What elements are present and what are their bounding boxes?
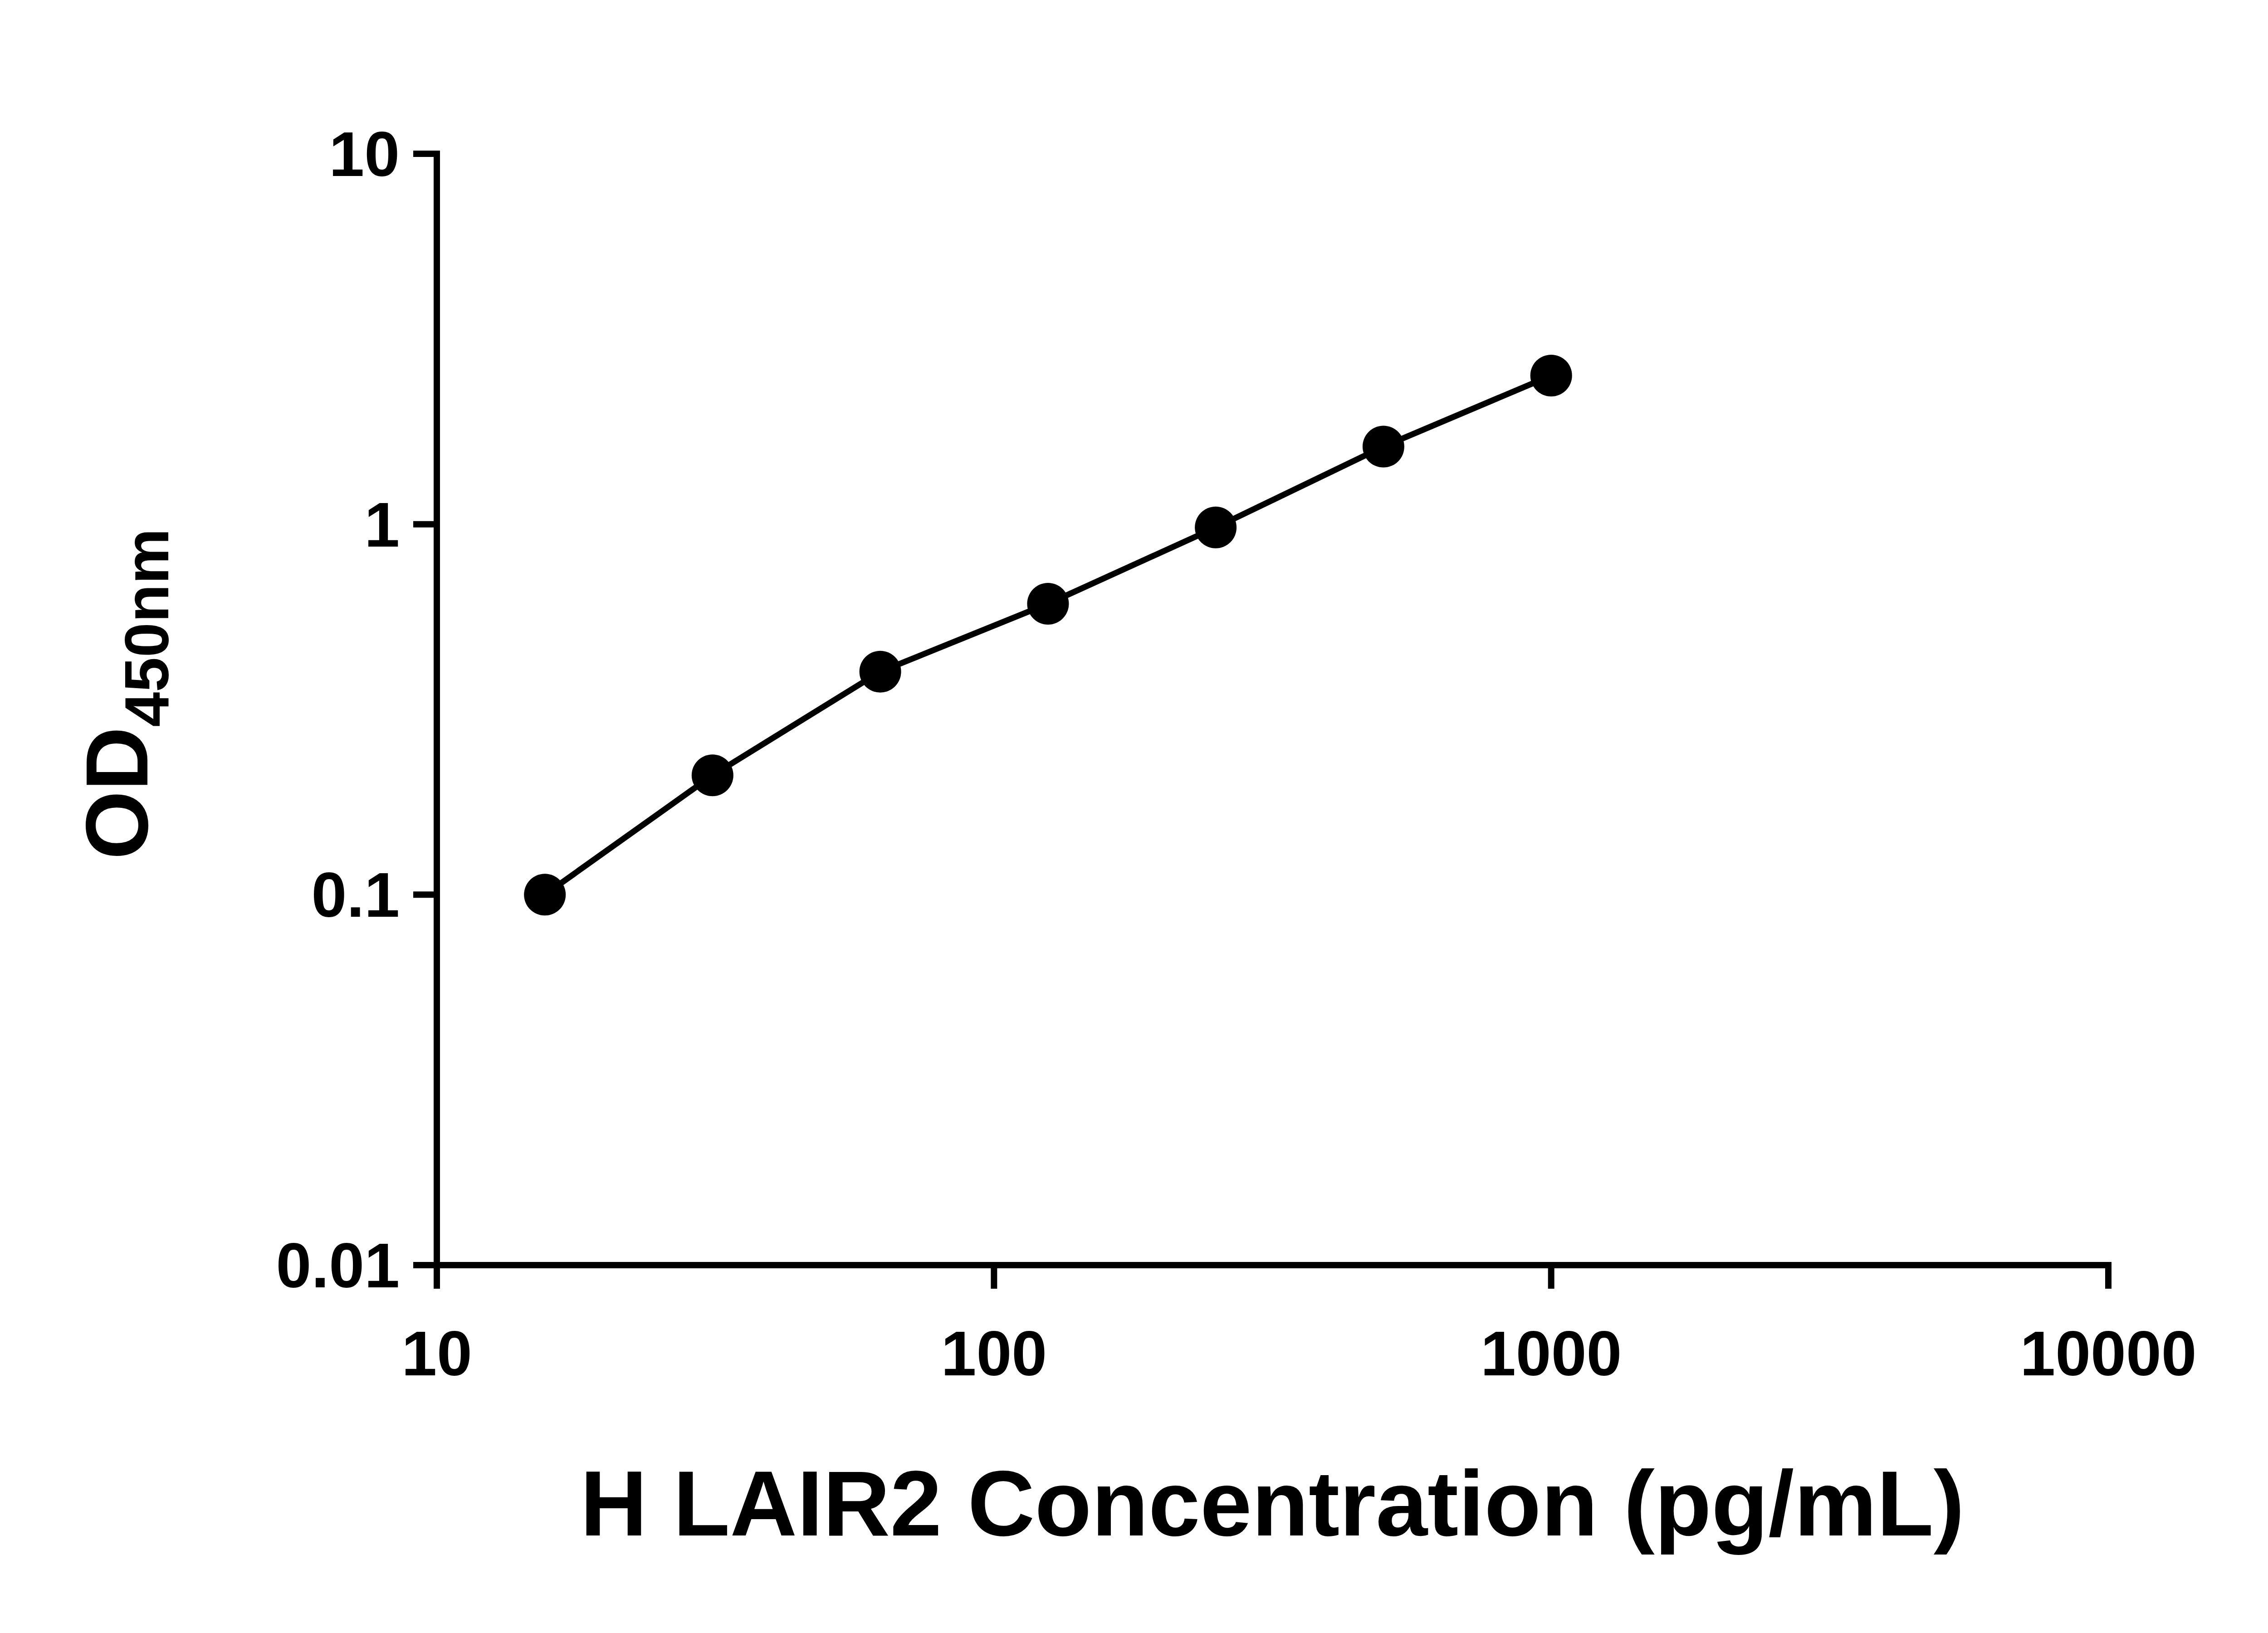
y-tick-label: 0.01: [276, 1230, 400, 1301]
y-tick-label: 10: [329, 118, 400, 190]
y-tick-label: 0.1: [311, 859, 400, 930]
x-tick-label: 10: [401, 1318, 472, 1389]
x-axis-title: H LAIR2 Concentration (pg/mL): [580, 1451, 1965, 1555]
x-tick-label: 100: [941, 1318, 1047, 1389]
chart-canvas: 0.01 0.1 1 10 10 100 1000 10000 H LAIR2 Concent…: [0, 0, 2268, 1633]
data-point: [1195, 507, 1237, 548]
y-axis-title-subscript: 450nm: [112, 528, 181, 727]
data-series: [524, 355, 1572, 915]
axes: [413, 154, 2108, 1289]
data-point: [1363, 426, 1404, 468]
y-tick-label: 1: [364, 489, 400, 560]
y-axis-title: OD450nm: [67, 528, 181, 860]
data-point: [1027, 583, 1069, 625]
data-point: [524, 874, 566, 915]
elisa-standard-curve-figure: 0.01 0.1 1 10 10 100 1000 10000 H LAIR2 Concent…: [0, 0, 2268, 1633]
data-point: [860, 651, 901, 693]
data-point: [692, 754, 733, 796]
x-tick-label: 10000: [2020, 1318, 2196, 1389]
y-axis-title-main: OD: [67, 727, 166, 860]
data-point: [1530, 355, 1572, 396]
x-tick-label: 1000: [1481, 1318, 1622, 1389]
tick-labels: 0.01 0.1 1 10 10 100 1000 10000: [276, 118, 2197, 1389]
